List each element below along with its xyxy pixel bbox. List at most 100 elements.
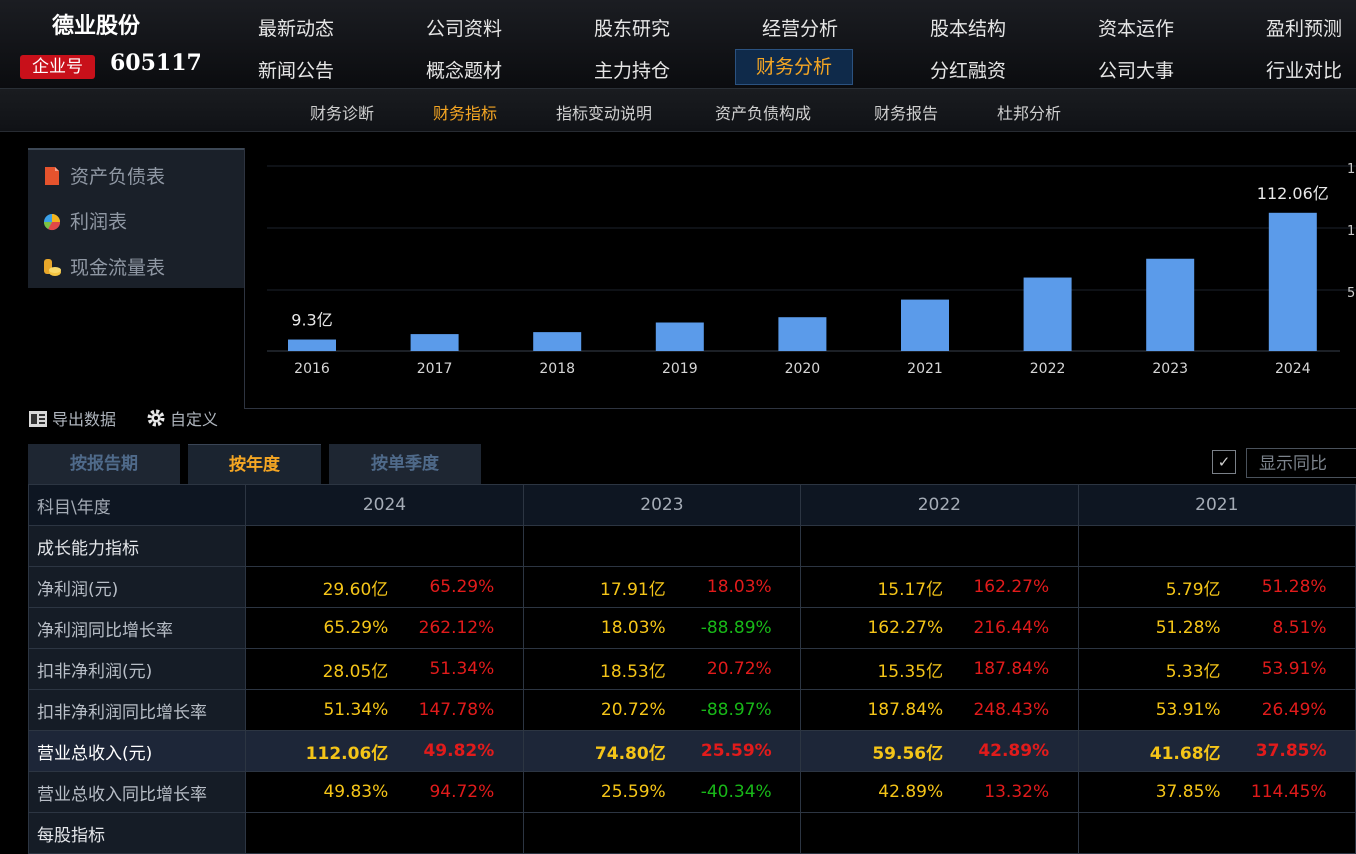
year-header[interactable]: 2023	[522, 484, 802, 526]
nav-main-holdings[interactable]: 主力持仓	[594, 60, 671, 82]
bar-2021[interactable]	[901, 299, 949, 351]
cell-value: 17.91亿	[600, 579, 666, 600]
nav-profit-forecast[interactable]: 盈利预测	[1266, 18, 1343, 40]
customize-label: 自定义	[170, 410, 219, 429]
nav-equity-structure[interactable]: 股本结构	[930, 18, 1007, 40]
value-cell: 5.79亿 51.28%	[1077, 566, 1356, 608]
row-label: 净利润同比增长率	[27, 607, 247, 649]
section-row: 成长能力指标	[27, 525, 1356, 567]
bar-2023[interactable]	[1146, 258, 1195, 351]
subnav-financial-diagnosis[interactable]: 财务诊断	[310, 104, 375, 123]
value-cell: 59.56亿 42.89%	[800, 730, 1079, 772]
nav-financial-analysis[interactable]: 财务分析	[735, 49, 854, 85]
subnav-balance-composition[interactable]: 资产负债构成	[715, 104, 812, 123]
show-yoy-button[interactable]: 显示同比	[1246, 448, 1356, 478]
cell-yoy-change: -88.89%	[700, 618, 772, 638]
year-header[interactable]: 2022	[800, 484, 1079, 526]
x-tick-label: 2018	[539, 361, 575, 377]
side-item-cash-flow[interactable]: 现金流量表	[42, 253, 165, 280]
x-tick-label: 2020	[785, 361, 821, 377]
value-cell: 18.03% -88.89%	[522, 607, 802, 649]
value-cell: 5.33亿 53.91%	[1077, 648, 1356, 690]
cell-value: 18.53亿	[600, 661, 666, 682]
side-item-label: 现金流量表	[70, 257, 166, 279]
cell-yoy-change: 147.78%	[418, 700, 495, 720]
export-data-label: 导出数据	[52, 410, 117, 429]
tab-by-quarter[interactable]: 按单季度	[329, 444, 481, 484]
value-cell: 20.72% -88.97%	[522, 689, 802, 731]
document-icon	[45, 167, 59, 185]
value-cell: 18.53亿 20.72%	[522, 648, 802, 690]
value-cell: 15.17亿 162.27%	[800, 566, 1079, 608]
cell-yoy-change: 26.49%	[1261, 700, 1327, 720]
nav-news-announcements[interactable]: 新闻公告	[258, 60, 335, 82]
bar-2024[interactable]	[1268, 212, 1317, 351]
cell-yoy-change: 51.28%	[1261, 577, 1327, 597]
cell-value: 15.35亿	[877, 661, 944, 682]
cell-value: 112.06亿	[305, 743, 389, 764]
customize-button[interactable]: 自定义	[146, 406, 218, 430]
cell-value: 51.28%	[1155, 618, 1221, 638]
cell-value: 74.80亿	[594, 743, 666, 764]
cell-yoy-change: -88.97%	[700, 700, 772, 720]
bar-2016[interactable]	[288, 339, 336, 351]
sub-nav: 财务诊断 财务指标 指标变动说明 资产负债构成 财务报告 杜邦分析	[0, 89, 1356, 132]
financial-indicators-table: 科目\年度 2024 2023 2022 2021 成长能力指标 净利润(元) 29…	[27, 484, 1356, 854]
table-row[interactable]: 扣非净利润(元) 28.05亿 51.34% 18.53亿 20.72% 15.35亿 18…	[27, 648, 1356, 690]
value-cell	[800, 525, 1079, 567]
bar-2018[interactable]	[533, 332, 582, 351]
cell-yoy-change: 187.84%	[973, 659, 1050, 679]
nav-dividends-financing[interactable]: 分红融资	[930, 60, 1007, 82]
cell-value: 53.91%	[1155, 700, 1221, 720]
bar-2017[interactable]	[410, 334, 459, 351]
side-item-balance-sheet[interactable]: 资产负债表	[42, 162, 165, 189]
nav-shareholder-research[interactable]: 股东研究	[594, 18, 671, 40]
subnav-financial-indicators[interactable]: 财务指标	[433, 104, 498, 123]
nav-concepts[interactable]: 概念题材	[426, 60, 503, 82]
bar-2022[interactable]	[1023, 277, 1072, 351]
export-data-button[interactable]: 导出数据	[28, 406, 116, 430]
nav-operation-analysis[interactable]: 经营分析	[762, 18, 839, 40]
cell-yoy-change: 8.51%	[1272, 618, 1327, 638]
nav-company-info[interactable]: 公司资料	[426, 18, 503, 40]
corner-header: 科目\年度	[27, 484, 247, 526]
year-header[interactable]: 2021	[1077, 484, 1356, 526]
subnav-dupont-analysis[interactable]: 杜邦分析	[997, 104, 1062, 123]
subnav-financial-reports[interactable]: 财务报告	[874, 104, 939, 123]
table-row[interactable]: 净利润(元) 29.60亿 65.29% 17.91亿 18.03% 15.17亿 162.…	[27, 566, 1356, 608]
side-item-label: 利润表	[70, 211, 128, 233]
revenue-chart: 15 10 5 2016 9.3亿 2017 2018 2019 2020 2021 2022 202…	[244, 148, 1356, 409]
nav-industry-comparison[interactable]: 行业对比	[1266, 60, 1343, 82]
side-item-income-statement[interactable]: 利润表	[42, 207, 127, 234]
y-tick-label: 10	[1347, 224, 1356, 239]
subnav-indicator-change-notes[interactable]: 指标变动说明	[556, 104, 653, 123]
x-tick-label: 2021	[907, 361, 943, 377]
tab-by-report-period[interactable]: 按报告期	[28, 444, 180, 484]
row-label: 成长能力指标	[27, 525, 247, 567]
cell-yoy-change: 49.82%	[423, 741, 495, 761]
tab-by-year[interactable]: 按年度	[188, 444, 321, 485]
yoy-checkbox[interactable]: ✓	[1212, 450, 1236, 474]
table-row[interactable]: 营业总收入(元) 112.06亿 49.82% 74.80亿 25.59% 59.56亿 4…	[27, 730, 1356, 772]
row-label: 扣非净利润(元)	[27, 648, 247, 690]
table-row[interactable]: 营业总收入同比增长率 49.83% 94.72% 25.59% -40.34% 42.89…	[27, 771, 1356, 813]
nav-latest-news[interactable]: 最新动态	[258, 18, 335, 40]
nav-capital-operation[interactable]: 资本运作	[1098, 18, 1175, 40]
cell-yoy-change: 216.44%	[973, 618, 1050, 638]
table-row[interactable]: 扣非净利润同比增长率 51.34% 147.78% 20.72% -88.97% 187.…	[27, 689, 1356, 731]
cell-value: 15.17亿	[877, 579, 944, 600]
bar-2020[interactable]	[778, 317, 827, 351]
table-header-row: 科目\年度 2024 2023 2022 2021	[27, 484, 1356, 526]
cell-value: 42.89%	[878, 782, 944, 802]
nav-company-events[interactable]: 公司大事	[1098, 60, 1175, 82]
cell-yoy-change: 162.27%	[973, 577, 1050, 597]
year-header[interactable]: 2024	[245, 484, 524, 526]
cell-value: 28.05亿	[322, 661, 389, 682]
x-tick-label: 2024	[1275, 361, 1311, 377]
cell-yoy-change: -40.34%	[700, 782, 772, 802]
bar-2019[interactable]	[655, 322, 704, 351]
cell-yoy-change: 248.43%	[973, 700, 1050, 720]
table-row[interactable]: 净利润同比增长率 65.29% 262.12% 18.03% -88.89% 162.27…	[27, 607, 1356, 649]
value-cell	[800, 812, 1079, 854]
enterprise-badge[interactable]: 企业号	[20, 55, 95, 79]
